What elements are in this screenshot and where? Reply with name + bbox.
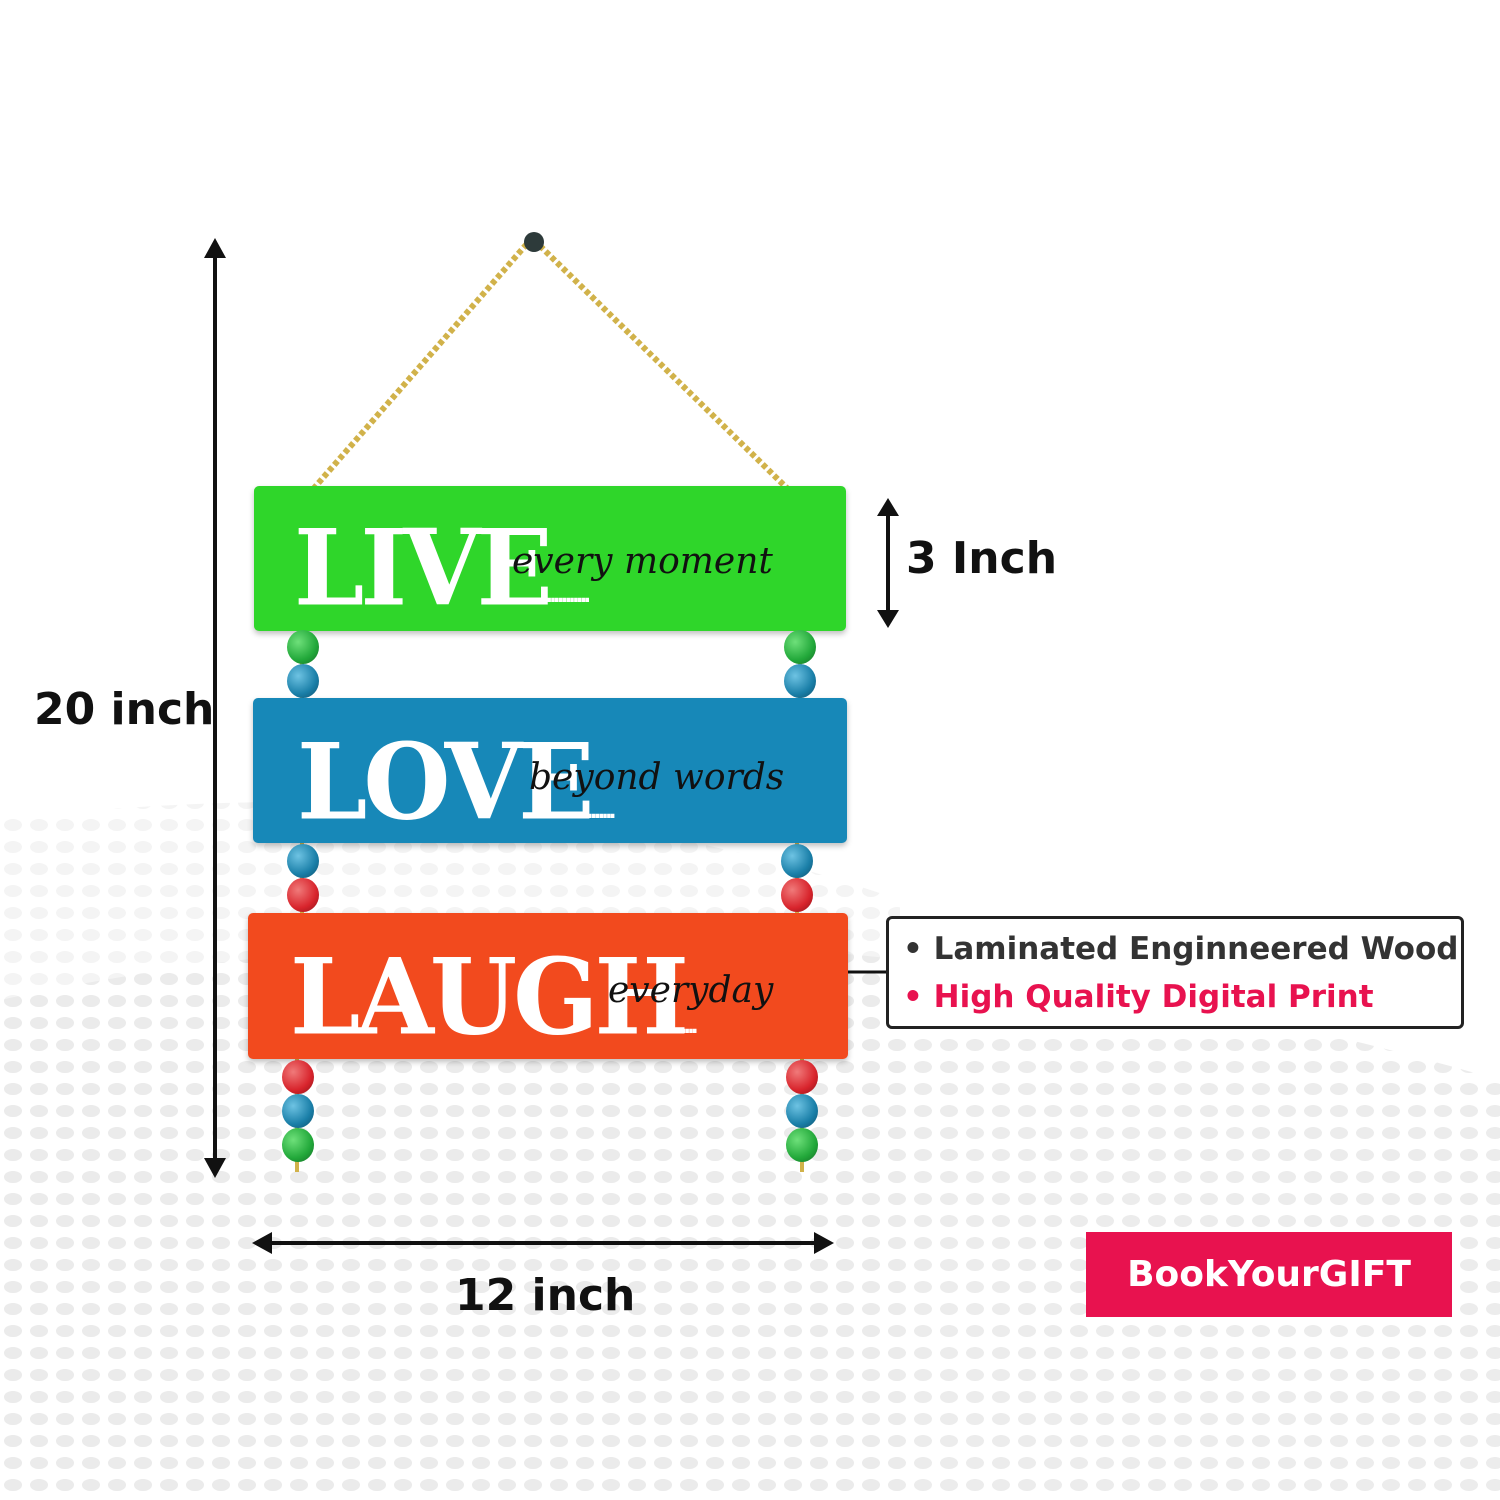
bead	[781, 878, 813, 912]
feature-text: Laminated Enginneered Wood	[933, 931, 1459, 967]
brand-logo-text: BookYourGIFT	[1127, 1254, 1411, 1295]
plank-live: LIVE every moment ............	[254, 486, 846, 631]
bullet-icon: •	[903, 979, 923, 1015]
bead	[781, 844, 813, 878]
plank-word: LIVE	[294, 506, 553, 630]
feature-item-print: • High Quality Digital Print	[903, 979, 1374, 1015]
brand-logo: BookYourGIFT	[1086, 1232, 1452, 1317]
bead	[786, 1128, 818, 1162]
bead	[287, 664, 319, 698]
feature-callout-box: • Laminated Enginneered Wood • High Qual…	[886, 916, 1464, 1029]
plank-dots: ....	[678, 1002, 700, 1042]
feature-item-material: • Laminated Enginneered Wood	[903, 931, 1458, 967]
bead	[287, 630, 319, 664]
bead	[786, 1094, 818, 1128]
bead	[786, 1060, 818, 1094]
height-dimension-label: 20 inch	[34, 684, 215, 735]
plank-height-label: 3 Inch	[906, 533, 1058, 584]
plank-dots: ............	[540, 571, 593, 611]
plank-script: every moment	[512, 541, 773, 582]
plank-love: LOVE beyond words ..........	[253, 698, 847, 843]
feature-text: High Quality Digital Print	[933, 979, 1374, 1015]
bead	[287, 844, 319, 878]
bead	[784, 664, 816, 698]
bead	[287, 878, 319, 912]
bullet-icon: •	[903, 931, 923, 967]
plank-word: LOVE	[297, 720, 594, 844]
plank-script: beyond words	[529, 757, 785, 798]
bead	[784, 630, 816, 664]
width-dimension-label: 12 inch	[455, 1270, 636, 1321]
plank-laugh: LAUGH everyday ....	[248, 913, 848, 1059]
plank-script: everyday	[608, 970, 774, 1011]
bead	[282, 1128, 314, 1162]
plank-word: LAUGH	[290, 935, 689, 1059]
bead	[282, 1094, 314, 1128]
plank-dots: ..........	[573, 787, 618, 827]
bead	[282, 1060, 314, 1094]
